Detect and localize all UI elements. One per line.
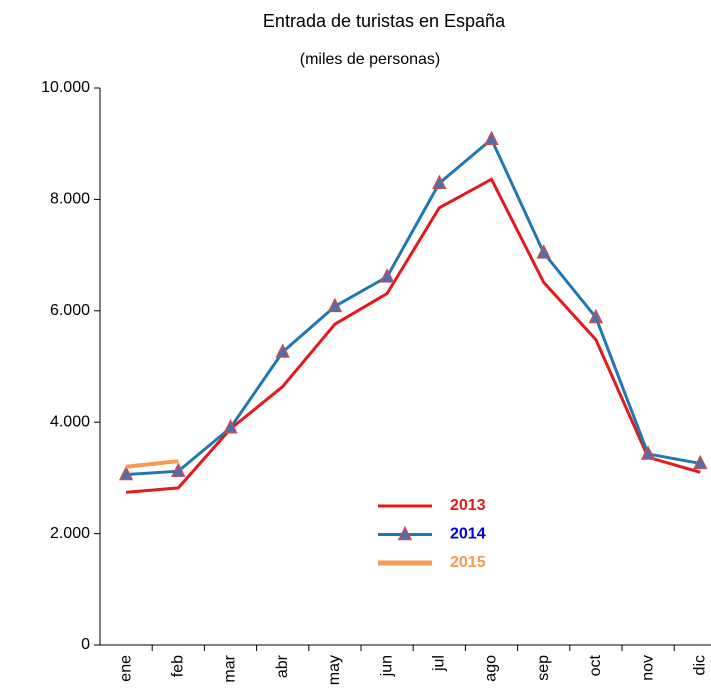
marker bbox=[536, 244, 551, 259]
marker bbox=[223, 419, 238, 434]
x-tick-label: jul bbox=[431, 655, 448, 672]
chart-title: Entrada de turistas en España bbox=[263, 11, 506, 31]
series-line bbox=[125, 459, 179, 469]
marker bbox=[275, 343, 290, 358]
marker bbox=[379, 268, 395, 283]
y-tick-label: 6.000 bbox=[50, 302, 90, 319]
y-tick-label: 0 bbox=[81, 636, 90, 653]
x-tick-label: dic bbox=[692, 655, 709, 675]
marker bbox=[484, 130, 499, 145]
marker bbox=[693, 454, 708, 470]
chart-subtitle: (miles de personas) bbox=[300, 51, 441, 68]
legend-label: 2014 bbox=[450, 526, 486, 543]
y-tick-label: 8.000 bbox=[50, 191, 90, 208]
x-tick-label: feb bbox=[170, 655, 187, 677]
x-tick-label: may bbox=[326, 655, 343, 685]
legend-marker bbox=[397, 525, 413, 541]
y-tick-label: 10.000 bbox=[41, 79, 90, 96]
legend-label: 2015 bbox=[450, 554, 486, 571]
marker bbox=[118, 465, 134, 481]
x-tick-label: sep bbox=[535, 655, 552, 681]
marker bbox=[171, 462, 186, 477]
x-tick-label: abr bbox=[274, 654, 291, 678]
series-line bbox=[125, 177, 701, 494]
x-tick-label: mar bbox=[222, 654, 239, 682]
x-tick-label: ago bbox=[483, 655, 500, 682]
marker bbox=[432, 174, 447, 189]
y-tick-label: 2.000 bbox=[50, 525, 90, 542]
y-tick-label: 4.000 bbox=[50, 413, 90, 430]
marker bbox=[640, 445, 656, 460]
x-tick-label: ene bbox=[117, 655, 134, 682]
x-tick-label: jun bbox=[378, 655, 395, 677]
series-line bbox=[126, 136, 701, 477]
x-tick-label: nov bbox=[639, 655, 656, 681]
legend-label: 2013 bbox=[450, 497, 486, 514]
marker bbox=[588, 308, 604, 324]
x-tick-label: oct bbox=[587, 654, 604, 676]
marker bbox=[327, 297, 343, 313]
